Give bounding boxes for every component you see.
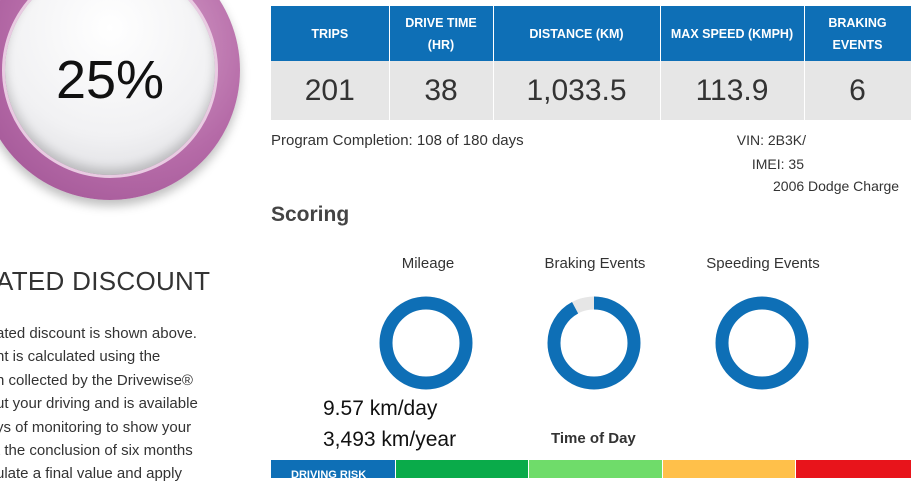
driving-risk-label: DRIVING RISK [271, 460, 396, 478]
header-text: DRIVE TIME [405, 15, 477, 30]
time-of-day-title: Time of Day [551, 430, 636, 447]
header-text: (HR) [427, 37, 455, 52]
header-text: MAX SPEED (KMPH) [670, 26, 794, 41]
braking-events-label: Braking Events [544, 255, 646, 272]
braking-donut [547, 296, 641, 390]
discount-line: ys of monitoring to show your [0, 418, 192, 436]
discount-badge: 25% [0, 0, 260, 240]
imei-text: IMEI: 35 [751, 156, 804, 172]
risk-segment-low [395, 460, 529, 478]
discount-value: 25% [55, 50, 165, 110]
risk-segment-elevated [661, 460, 795, 478]
donut-arc [379, 296, 473, 390]
mileage-per-year: 3,493 km/year [323, 428, 457, 451]
max-speed-value: 113.9 [660, 61, 805, 120]
mileage-donut [379, 296, 473, 390]
header-distance: DISTANCE (KM) [493, 6, 661, 61]
discount-line: t the conclusion of six months [0, 442, 193, 460]
vin-text: VIN: 2B3K/ [736, 132, 806, 148]
donut-arc [715, 296, 809, 390]
risk-segment-moderate [528, 460, 662, 478]
discount-line: nt is calculated using the [0, 348, 161, 366]
header-text: TRIPS [311, 26, 349, 41]
speeding-events-label: Speeding Events [706, 255, 820, 272]
risk-segment-high [794, 460, 911, 478]
header-braking: BRAKING EVENTS [804, 6, 911, 61]
header-text: EVENTS [832, 37, 883, 52]
header-trips: TRIPS [271, 6, 390, 61]
discount-title: ATED DISCOUNT [0, 266, 211, 296]
header-text: DISTANCE (KM) [529, 26, 624, 41]
badge-face: 25% [5, 0, 215, 175]
braking-value: 6 [804, 61, 911, 120]
donut-arc [547, 296, 641, 390]
header-text: BRAKING [828, 15, 887, 30]
discount-line: n collected by the Drivewise® [0, 371, 193, 389]
discount-line: ulate a final value and apply [0, 465, 182, 483]
discount-line: ated discount is shown above. [0, 325, 197, 342]
stats-header-row: TRIPS DRIVE TIME (HR) DISTANCE (KM) MAX S… [271, 6, 911, 61]
mileage-per-day: 9.57 km/day [323, 397, 438, 420]
header-max-speed: MAX SPEED (KMPH) [660, 6, 805, 61]
vehicle-text: 2006 Dodge Charge [773, 178, 900, 194]
scoring-title: Scoring [271, 203, 350, 226]
driving-risk-bar: DRIVING RISK [271, 460, 911, 478]
trip-stats-table: TRIPS DRIVE TIME (HR) DISTANCE (KM) MAX S… [271, 6, 911, 120]
drive-time-value: 38 [389, 61, 494, 120]
speeding-donut [715, 296, 809, 390]
discount-description: ated discount is shown above. nt is calc… [0, 322, 236, 486]
stats-value-row: 201 38 1,033.5 113.9 6 [271, 61, 911, 120]
trips-value: 201 [271, 61, 390, 120]
mileage-label: Mileage [401, 255, 455, 272]
program-completion: Program Completion: 108 of 180 days [271, 132, 524, 149]
discount-line: ut your driving and is available [0, 395, 198, 413]
distance-value: 1,033.5 [493, 61, 661, 120]
header-drive-time: DRIVE TIME (HR) [389, 6, 494, 61]
